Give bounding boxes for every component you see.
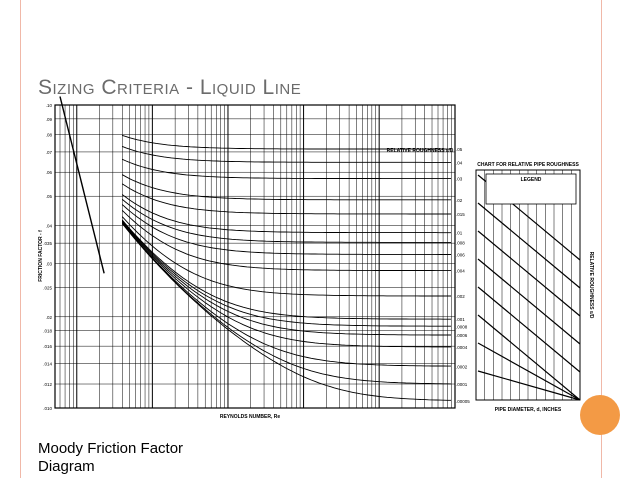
y-tick-label: .10	[46, 103, 53, 108]
roughness-label: .0002	[456, 364, 468, 369]
roughness-curve	[122, 158, 452, 180]
legend-title: LEGEND	[521, 177, 542, 183]
roughness-line	[477, 286, 581, 373]
roughness-curve	[122, 183, 452, 215]
roughness-curve	[121, 222, 452, 367]
roughness-line	[477, 342, 581, 401]
accent-line	[601, 0, 602, 478]
y-axis-label: FRICTION FACTOR - f	[38, 230, 44, 282]
roughness-line	[477, 230, 581, 317]
y-tick-label: .012	[43, 382, 52, 387]
roughness-label: .01	[456, 231, 463, 236]
roughness-curve	[122, 174, 452, 201]
side-x-label: PIPE DIAMETER, d, INCHES	[495, 407, 562, 413]
laminar-line	[59, 96, 105, 274]
x-axis-label: REYNOLDS NUMBER, Re	[220, 414, 281, 420]
y-tick-label: .05	[46, 194, 53, 199]
figure-background	[38, 103, 600, 419]
decor-circle	[580, 395, 620, 435]
y-tick-label: .08	[46, 132, 53, 137]
roughness-curve	[122, 194, 452, 234]
roughness-label: .002	[456, 294, 465, 299]
roughness-title: RELATIVE ROUGHNESS ε/D	[387, 148, 454, 154]
slide-title: Sizing Criteria - Liquid Line	[38, 76, 302, 99]
roughness-curve	[121, 222, 452, 348]
roughness-label: .02	[456, 198, 463, 203]
roughness-line	[477, 258, 581, 345]
roughness-curve	[122, 134, 452, 150]
roughness-curve	[121, 223, 452, 385]
roughness-curve	[122, 199, 452, 243]
y-tick-label: .035	[43, 241, 52, 246]
roughness-curve	[121, 210, 452, 272]
roughness-line	[477, 314, 581, 401]
y-tick-label: .010	[43, 406, 52, 411]
y-tick-label: .04	[46, 224, 53, 229]
roughness-label: .008	[456, 240, 465, 245]
roughness-line	[477, 202, 581, 289]
side-y-label: RELATIVE ROUGHNESS ε/D	[588, 252, 594, 319]
roughness-curve	[121, 219, 452, 320]
roughness-curve	[121, 216, 452, 297]
y-tick-label: .02	[46, 315, 53, 320]
y-tick-label: .03	[46, 261, 53, 266]
roughness-label: .03	[456, 177, 463, 182]
caption: Moody Friction Factor Diagram	[38, 440, 184, 475]
roughness-label: .04	[456, 160, 463, 165]
y-tick-label: .016	[43, 344, 52, 349]
y-tick-label: .09	[46, 117, 53, 122]
y-tick-label: .025	[43, 285, 52, 290]
roughness-label: .015	[456, 212, 465, 217]
roughness-curve	[122, 145, 452, 163]
roughness-line	[477, 370, 581, 401]
side-chart-title: CHART FOR RELATIVE PIPE ROUGHNESS	[477, 162, 579, 168]
roughness-curve	[121, 220, 452, 327]
accent-line	[20, 0, 21, 478]
roughness-label: .001	[456, 317, 465, 322]
roughness-label: .05	[456, 147, 463, 152]
y-tick-label: .06	[46, 170, 53, 175]
roughness-curve	[121, 221, 452, 336]
roughness-label: .0001	[456, 382, 468, 387]
roughness-label: .0006	[456, 333, 468, 338]
roughness-label: .0008	[456, 324, 468, 329]
y-tick-label: .014	[43, 362, 52, 367]
roughness-label: .0004	[456, 345, 468, 350]
roughness-label: .00005	[456, 399, 470, 404]
y-tick-label: .07	[46, 150, 53, 155]
roughness-label: .004	[456, 269, 465, 274]
roughness-curve	[121, 204, 452, 255]
roughness-curve	[121, 223, 452, 401]
roughness-label: .006	[456, 252, 465, 257]
y-tick-label: .018	[43, 329, 52, 334]
legend-box	[485, 173, 577, 205]
